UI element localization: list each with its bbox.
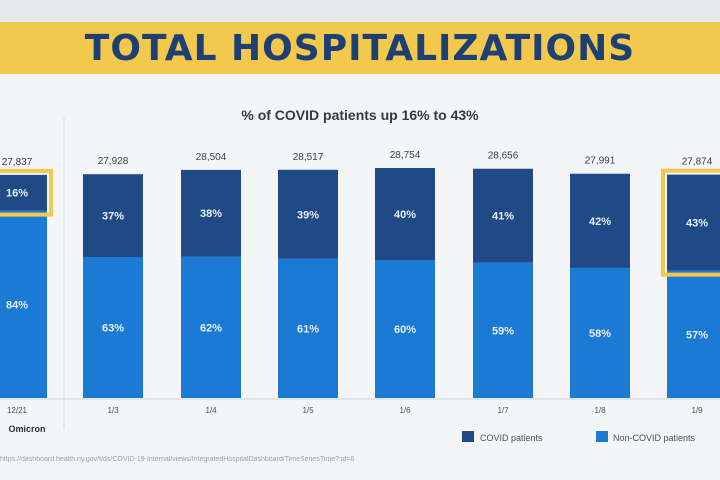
data-label-non-covid: 61% (297, 323, 319, 335)
data-label-covid: 39% (297, 209, 319, 221)
x-tick-label: 1/7 (497, 406, 509, 415)
bar-segment-non-covid (83, 257, 143, 398)
bar-segment-non-covid (570, 267, 630, 398)
bar-segment-covid (278, 169, 338, 259)
total-label: 27,991 (585, 156, 616, 167)
bar-segment-covid (83, 174, 143, 258)
legend-label-covid: COVID patients (480, 433, 543, 443)
bar-segment-non-covid (0, 210, 47, 398)
bar-segment-covid (0, 174, 47, 211)
bar-segment-non-covid (375, 260, 435, 398)
total-label: 27,837 (2, 157, 33, 168)
bar-segment-non-covid (181, 256, 241, 398)
x-tick-label: 1/9 (691, 406, 703, 415)
top-strip (0, 0, 720, 22)
data-label-non-covid: 60% (394, 324, 416, 336)
title-banner: TOTAL HOSPITALIZATIONS (0, 22, 720, 74)
chart-title: TOTAL HOSPITALIZATIONS (84, 27, 636, 69)
bar-segment-non-covid (278, 258, 338, 398)
x-tick-label: 1/3 (107, 406, 119, 415)
data-label-non-covid: 63% (102, 323, 124, 335)
source-link[interactable]: https://dashboard.health.ny.gov/t/ds/COV… (0, 456, 355, 463)
data-label-covid: 42% (589, 216, 611, 228)
highlight-box (0, 168, 53, 217)
data-label-non-covid: 62% (200, 322, 222, 334)
bar-segment-covid (570, 173, 630, 268)
bar-segment-covid (473, 168, 533, 263)
x-tick-label: 1/4 (205, 406, 217, 415)
legend-swatch-covid (462, 431, 474, 442)
data-label-non-covid: 59% (492, 325, 514, 337)
total-label: 28,517 (293, 152, 324, 163)
x-tick-label: 1/6 (399, 406, 411, 415)
x-tick-label: 12/21 (7, 406, 28, 415)
data-label-covid: 38% (200, 208, 222, 220)
legend-label-non-covid: Non-COVID patients (613, 433, 696, 443)
data-label-covid: 40% (394, 209, 416, 221)
data-label-non-covid: 58% (589, 328, 611, 340)
data-label-covid: 16% (6, 188, 28, 200)
bar-segment-non-covid (473, 262, 533, 398)
x-tick-label: 1/8 (594, 406, 606, 415)
data-label-covid: 43% (686, 218, 708, 230)
annotation-omicron: Omicron (8, 424, 45, 434)
x-tick-label: 1/5 (302, 406, 314, 415)
legend-swatch-non-covid (596, 431, 608, 442)
highlight-box (661, 168, 720, 277)
bar-segment-covid (375, 168, 435, 260)
chart-subtitle: % of COVID patients up 16% to 43% (241, 107, 479, 123)
total-label: 27,874 (682, 157, 713, 168)
data-label-non-covid: 84% (6, 299, 28, 311)
bar-segment-covid (667, 174, 720, 271)
total-label: 28,656 (488, 151, 519, 162)
total-label: 28,504 (196, 152, 227, 163)
bar-segment-non-covid (667, 270, 720, 398)
data-label-covid: 41% (492, 211, 514, 223)
data-label-non-covid: 57% (686, 329, 708, 341)
total-label: 28,754 (390, 150, 421, 161)
bar-segment-covid (181, 169, 241, 257)
total-label: 27,928 (98, 156, 129, 167)
data-label-covid: 37% (102, 211, 124, 223)
